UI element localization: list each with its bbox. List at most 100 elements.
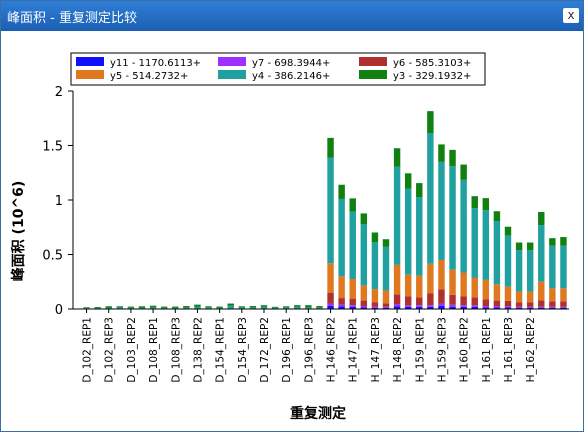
x-axis: D_102_REP1 D_102_REP3 D_103_REP2 D_108_REP1… [73, 308, 569, 383]
bar-segment [549, 301, 556, 307]
bar-segment [538, 307, 545, 309]
bar-segment [360, 306, 368, 308]
bar-segment [526, 307, 534, 309]
bar-segment [371, 306, 379, 308]
bar-segment [482, 198, 490, 211]
bar-segment [482, 306, 490, 308]
bar-segment [427, 263, 434, 294]
bar-segment [393, 264, 401, 295]
bar-segment [260, 305, 268, 307]
bar-segment [349, 306, 356, 309]
close-button[interactable]: x [563, 8, 579, 23]
bar-segment [360, 300, 368, 307]
bar-segment [526, 306, 534, 308]
bar-segment [493, 300, 501, 307]
bars [83, 111, 567, 309]
bar-segment [460, 272, 467, 297]
bar-segment [349, 211, 356, 280]
bar-segment [94, 307, 101, 309]
bar-segment [371, 307, 379, 309]
legend: y11 - 1170.6113+ y7 - 698.3944+ y6 - 585.3… [70, 52, 486, 86]
y-axis-label: 峰面积 (10^6) [10, 181, 27, 282]
bar-segment [549, 245, 556, 289]
bar-segment [160, 306, 168, 308]
bar-segment [460, 296, 467, 306]
bar-segment [526, 250, 534, 292]
bar-segment [194, 304, 201, 307]
bar-segment [138, 307, 146, 309]
bar-segment [427, 111, 434, 133]
x-tick-label: D_102_REP3 [104, 317, 116, 383]
bar-segment [271, 306, 279, 308]
bar-segment [438, 259, 445, 290]
legend-swatch [76, 57, 104, 66]
bar-segment [471, 305, 478, 307]
bar-segment [449, 304, 456, 307]
bar-segment [404, 296, 412, 306]
bar-segment [183, 306, 190, 308]
bar-segment [371, 242, 379, 290]
bar-segment [294, 305, 301, 307]
legend-swatch [218, 57, 246, 66]
title-bar[interactable]: 峰面积 - 重复测定比较 x [1, 1, 583, 31]
bar-segment [338, 276, 345, 299]
bar-segment [482, 307, 490, 309]
bar-segment [371, 302, 379, 307]
bar-segment [116, 306, 124, 308]
bar-segment [404, 306, 412, 309]
bar-segment [360, 213, 368, 225]
x-tick-label: H_161_REP1 [481, 317, 493, 382]
bar-segment [327, 303, 334, 306]
bar-segment [560, 245, 567, 289]
bar-segment [238, 306, 246, 308]
bar-segment [449, 269, 456, 295]
bar-segment [282, 307, 290, 309]
x-tick-label: D_154_REP3 [237, 317, 249, 383]
bar-segment [138, 306, 146, 308]
bar-segment [393, 166, 401, 265]
bar-segment [526, 291, 534, 303]
bar-segment [94, 307, 101, 308]
bar-segment [172, 307, 179, 309]
chart-area: y11 - 1170.6113+ y7 - 698.3944+ y6 - 585.3… [10, 52, 569, 422]
bar-segment [549, 238, 556, 246]
bar-segment [360, 224, 368, 286]
bar-segment [382, 246, 390, 291]
bar-segment [316, 306, 323, 308]
bar-segment [416, 297, 423, 306]
bar-segment [515, 242, 523, 251]
bar-segment [382, 239, 390, 247]
bar-segment [271, 307, 279, 309]
bar-segment [194, 306, 201, 309]
bar-segment [504, 307, 512, 309]
bar-segment [105, 307, 112, 309]
bar-segment [482, 299, 490, 307]
legend-swatch [218, 70, 246, 79]
x-tick-label: D_103_REP2 [126, 317, 138, 383]
bar-segment [482, 279, 490, 300]
x-tick-label: H_147_REP3 [370, 317, 382, 382]
bar-segment [538, 211, 545, 226]
bar-segment [338, 306, 345, 309]
bar-segment [416, 305, 423, 307]
bar-segment [404, 305, 412, 307]
bar-segment [538, 306, 545, 308]
x-tick-label: H_159_REP1 [414, 317, 426, 382]
x-tick-label: H_147_REP1 [348, 317, 360, 382]
bar-segment [349, 198, 356, 212]
x-tick-label: H_148_REP2 [392, 317, 404, 382]
bar-segment [249, 306, 257, 308]
bar-segment [327, 137, 334, 158]
y-tick-label: 1.5 [42, 140, 63, 155]
bar-segment [471, 196, 478, 209]
bar-segment [538, 281, 545, 301]
bar-segment [305, 307, 312, 309]
bar-segment [560, 307, 567, 309]
bar-segment [504, 226, 512, 236]
x-tick-label: H_146_REP2 [326, 317, 338, 382]
bar-segment [327, 305, 334, 309]
bar-segment [327, 157, 334, 264]
bar-segment [282, 306, 290, 308]
bar-segment [338, 184, 345, 199]
